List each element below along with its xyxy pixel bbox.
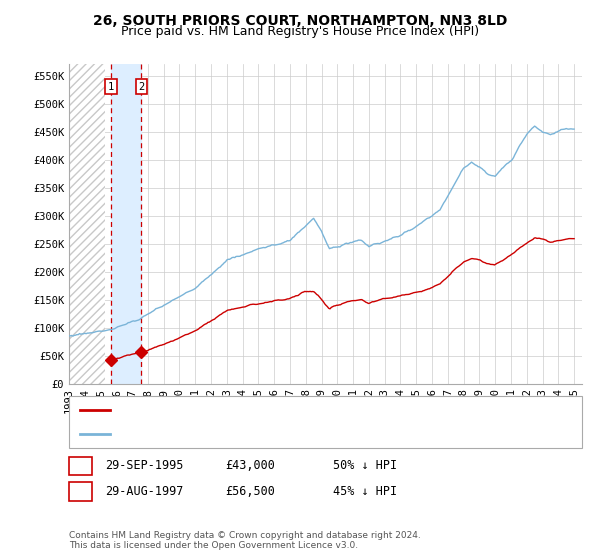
Text: 45% ↓ HPI: 45% ↓ HPI [333,485,397,498]
Text: 1: 1 [77,461,84,471]
Text: 26, SOUTH PRIORS COURT, NORTHAMPTON, NN3 8LD: 26, SOUTH PRIORS COURT, NORTHAMPTON, NN3… [93,14,507,28]
Text: 2: 2 [77,487,84,497]
Text: 29-AUG-1997: 29-AUG-1997 [105,485,184,498]
Text: £56,500: £56,500 [225,485,275,498]
Text: £43,000: £43,000 [225,459,275,473]
Text: 1: 1 [108,82,114,92]
Text: 50% ↓ HPI: 50% ↓ HPI [333,459,397,473]
Text: HPI: Average price, detached house, West Northamptonshire: HPI: Average price, detached house, West… [116,429,500,439]
Text: Price paid vs. HM Land Registry's House Price Index (HPI): Price paid vs. HM Land Registry's House … [121,25,479,38]
Text: 26, SOUTH PRIORS COURT, NORTHAMPTON, NN3 8LD (detached house): 26, SOUTH PRIORS COURT, NORTHAMPTON, NN3… [116,405,527,415]
Text: 29-SEP-1995: 29-SEP-1995 [105,459,184,473]
Text: Contains HM Land Registry data © Crown copyright and database right 2024.
This d: Contains HM Land Registry data © Crown c… [69,531,421,550]
Text: 2: 2 [138,82,145,92]
Bar [111,64,142,384]
